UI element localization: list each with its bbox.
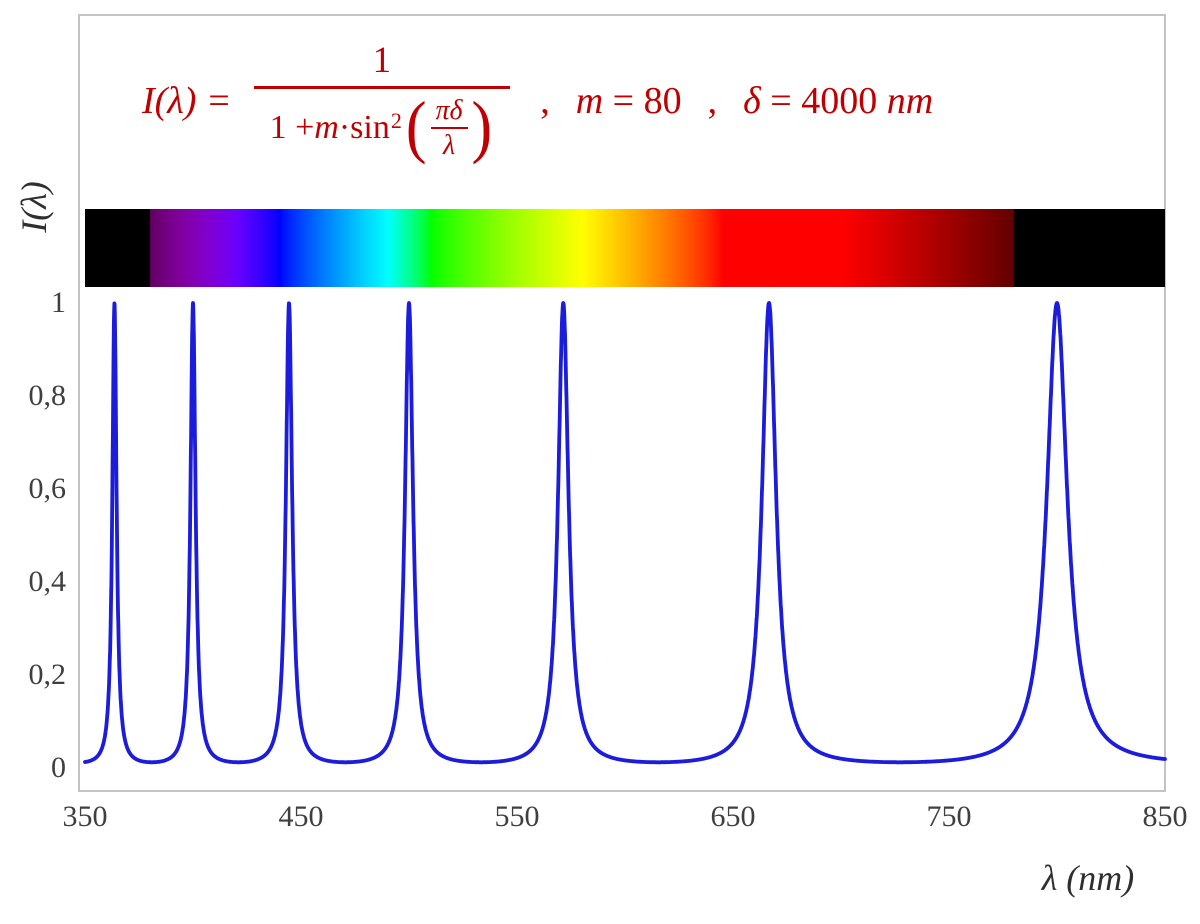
den-exponent: 2 [390,108,402,134]
formula: I(λ) = 1 1 + m · sin 2 ( πδ λ ) , m = 80… [142,26,933,178]
y-tick: 0,2 [28,658,67,691]
separator-comma: , [707,80,718,123]
inner-fraction: πδ λ [430,94,468,161]
den-variable-m: m [314,109,339,147]
param-m-var: m [575,80,604,123]
close-paren: ) [471,88,493,165]
fraction-numerator: 1 [372,39,392,81]
formula-fraction: 1 1 + m · sin 2 ( πδ λ ) [253,39,511,165]
x-axis-title: λ (nm) [1041,858,1135,898]
x-tick: 850 [1142,800,1188,833]
inner-denominator: λ [430,126,468,160]
param-m-value: = 80 [603,80,682,123]
y-tick: 0,8 [28,379,67,412]
separator-comma: , [540,80,550,123]
x-tick: 650 [710,800,756,833]
param-delta-value: = 4000 [760,80,887,123]
y-axis-title: I(λ) [14,181,54,233]
param-delta: δ = 4000 nm [743,80,934,123]
param-delta-var: δ [743,80,761,123]
param-delta-unit: nm [886,80,934,123]
den-dot: · [338,109,351,147]
inner-numerator: πδ [435,94,463,126]
x-tick: 450 [278,800,324,833]
x-tick: 550 [494,800,540,833]
x-tick: 350 [62,800,108,833]
y-tick: 0,4 [28,565,67,598]
y-tick: 0,6 [28,472,67,505]
visible-spectrum-bar [85,209,1165,287]
y-tick: 0 [51,751,66,784]
x-tick: 750 [926,800,972,833]
formula-lhs: I(λ) = [142,80,232,123]
fraction-denominator: 1 + m · sin 2 ( πδ λ ) [253,85,511,165]
den-prefix: 1 + [269,109,315,147]
den-sin: sin [350,109,390,147]
y-tick: 1 [51,286,66,319]
open-paren: ( [405,88,427,165]
param-m: m = 80 [575,80,682,123]
